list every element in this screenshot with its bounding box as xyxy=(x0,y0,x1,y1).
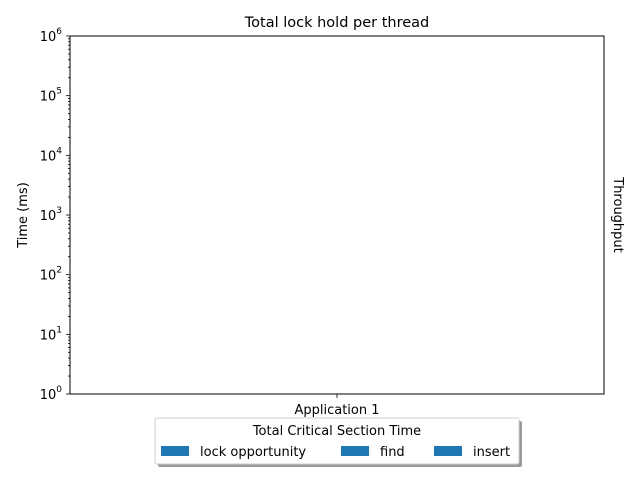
plot-area xyxy=(69,35,605,395)
x-tick-label: Application 1 xyxy=(294,403,379,418)
legend-swatch xyxy=(434,446,462,456)
legend-swatch xyxy=(161,446,189,456)
y-tick-label: 106 xyxy=(40,27,63,45)
legend-label: insert xyxy=(473,445,510,460)
chart-title: Total lock hold per thread xyxy=(244,15,429,31)
legend-label: find xyxy=(380,445,405,460)
legend-frame xyxy=(154,417,520,465)
y-tick-label: 101 xyxy=(40,325,62,343)
plot-frame xyxy=(69,35,605,395)
legend-label: lock opportunity xyxy=(200,445,306,460)
legend-title: Total Critical Section Time xyxy=(252,424,421,439)
x-axis: Application 1 xyxy=(294,394,380,418)
y-tick-label: 102 xyxy=(40,266,62,284)
y-tick-label: 105 xyxy=(40,87,62,105)
y-axis-label: Time (ms) xyxy=(16,182,31,249)
y-tick-label: 103 xyxy=(40,206,62,224)
legend-swatch xyxy=(341,446,369,456)
right-axis-label: Throughput xyxy=(610,176,625,253)
legend: Total Critical Section Time lock opportu… xyxy=(154,417,522,467)
y-axis: 100 101 102 103 104 105 106 xyxy=(40,27,70,403)
y-tick-label: 100 xyxy=(40,385,63,403)
y-tick-label: 104 xyxy=(40,146,63,164)
